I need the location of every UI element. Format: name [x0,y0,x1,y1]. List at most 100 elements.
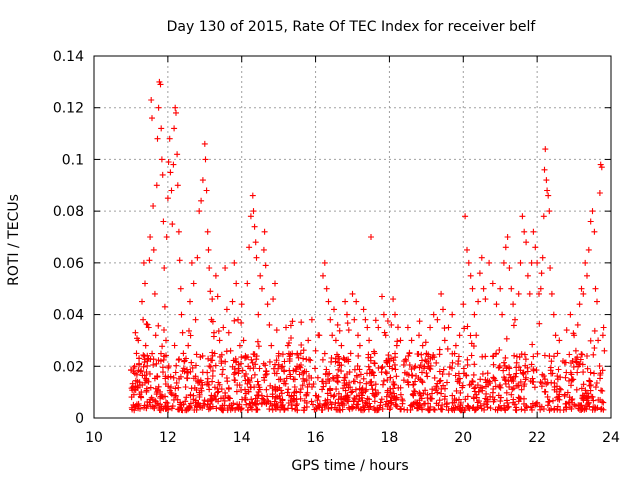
data-point [544,402,551,409]
data-point [449,311,456,318]
data-point [508,391,515,398]
data-point [384,318,391,324]
data-point [495,404,502,410]
data-point [511,401,518,408]
data-point [436,346,443,353]
data-point [294,401,301,407]
data-point [264,393,271,400]
data-point [316,332,323,339]
data-point [344,320,351,327]
data-point [552,332,559,339]
data-point [140,259,147,266]
data-point [183,394,190,401]
data-point [513,353,520,360]
data-point [563,327,570,334]
data-point [574,369,581,376]
data-point [412,363,419,370]
data-point [502,354,509,361]
data-point [506,265,513,271]
data-point [417,362,424,369]
data-point [253,254,260,261]
data-point [231,259,238,266]
data-point [492,406,499,413]
data-point [482,376,489,383]
data-point [530,367,537,374]
data-point [502,362,508,369]
data-point [295,354,302,361]
data-point [144,321,151,328]
data-point [470,343,477,350]
data-point [204,375,211,382]
data-point [419,342,426,349]
data-point [329,374,336,381]
data-point [313,392,320,399]
data-point [219,366,226,373]
data-point [556,396,563,403]
data-point [199,177,206,184]
data-point [567,404,573,411]
data-point [583,397,590,404]
data-point [187,332,194,339]
data-point [483,379,490,386]
y-tick-label: 0.08 [53,204,84,220]
data-point [380,381,386,388]
data-point [522,362,529,369]
data-point [467,272,474,279]
data-point [250,208,257,215]
data-point [338,395,344,402]
data-point [359,385,366,392]
data-point [404,407,411,413]
data-point [448,405,455,412]
data-point [326,378,333,384]
data-point [392,366,399,373]
data-point [211,329,217,336]
data-point [372,387,379,394]
data-point [272,395,279,401]
data-point [490,386,497,392]
data-point [542,388,549,395]
data-point [517,378,524,385]
data-point [345,404,352,411]
data-point [153,182,160,189]
data-point [266,406,273,413]
data-point [167,169,174,176]
data-point [517,367,524,374]
grid-lines [94,56,611,418]
data-point [356,342,363,349]
data-point [571,332,578,339]
data-point [158,125,165,132]
data-point [595,396,602,403]
data-point [148,97,155,103]
data-point [227,347,234,354]
data-point [479,370,486,377]
data-point [493,350,500,357]
data-point [497,394,504,401]
data-point [367,403,374,410]
data-point [333,372,340,379]
data-point [360,306,367,313]
data-point [213,405,220,412]
data-point [334,377,341,384]
data-point [268,342,275,349]
data-point [178,311,185,318]
data-point [325,405,332,412]
data-point [140,352,147,359]
data-point [521,228,528,235]
data-point [397,337,404,344]
data-point [312,365,318,372]
data-point [334,379,341,386]
data-point [320,272,326,279]
data-point [415,404,421,411]
data-point [344,311,350,318]
data-point [277,376,284,383]
data-point [286,358,293,365]
data-point [581,405,588,412]
data-point [353,372,360,379]
data-point [482,353,489,360]
data-point [513,407,520,414]
data-point [281,368,288,375]
data-point [155,104,162,111]
data-point [261,228,268,235]
data-point [336,327,343,334]
data-point [175,384,182,391]
